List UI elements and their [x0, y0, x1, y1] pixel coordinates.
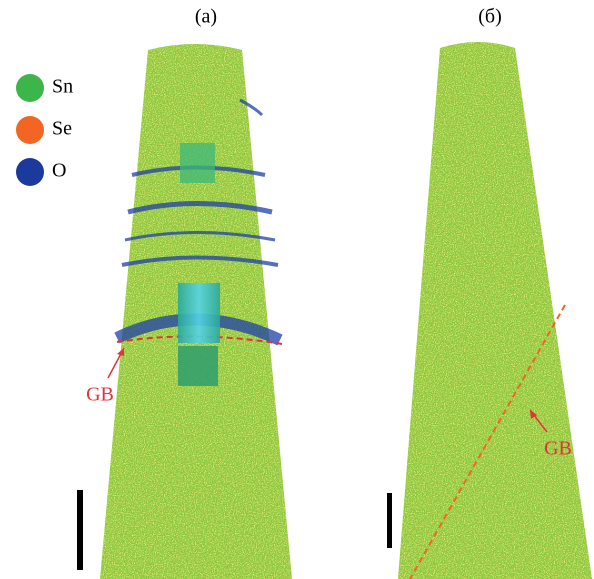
arrow-head — [530, 410, 537, 419]
tip — [398, 42, 592, 579]
legend-swatch — [16, 116, 44, 144]
annotation: GB — [544, 438, 572, 460]
gb-line — [409, 304, 566, 579]
legend-label: Se — [52, 118, 72, 140]
legend: Sn Se O — [16, 74, 73, 186]
scale-bar — [387, 493, 392, 548]
cylinder — [178, 283, 220, 343]
cylinder — [178, 346, 218, 386]
specimen-b — [398, 42, 592, 579]
panel-label: (б) — [478, 6, 502, 28]
cylinder — [180, 143, 215, 183]
specimen-a — [100, 44, 292, 579]
legend-swatch — [16, 158, 44, 186]
arrow-head — [117, 348, 124, 356]
annotation: GB — [86, 384, 114, 406]
legend-swatch — [16, 74, 44, 102]
legend-label: O — [52, 160, 66, 182]
scale-bar — [77, 490, 83, 570]
legend-label: Sn — [52, 76, 73, 98]
panel-label: (a) — [195, 6, 217, 28]
